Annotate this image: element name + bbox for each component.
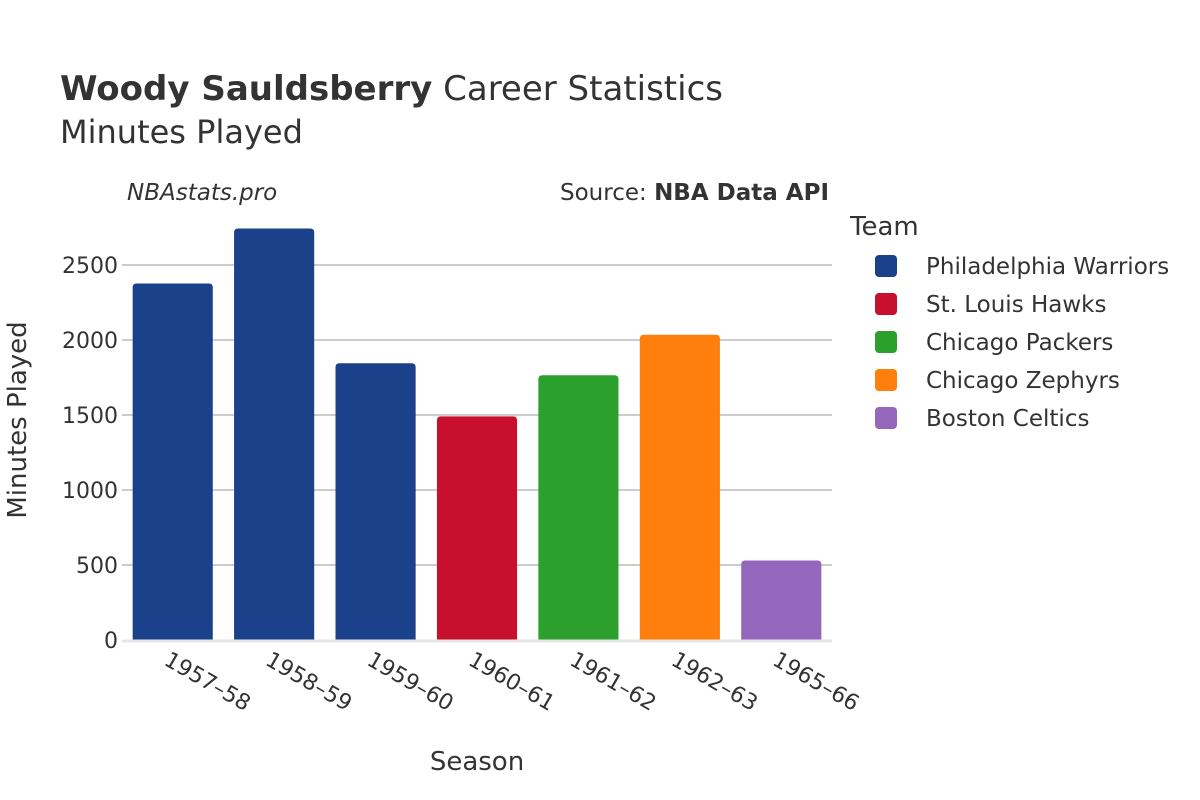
- legend-swatch: [875, 293, 897, 315]
- y-tick-label: 0: [104, 629, 118, 654]
- legend-item-label: Boston Celtics: [926, 406, 1089, 432]
- x-tick-label: 1962–63: [667, 648, 762, 717]
- x-tick-label: 1959–60: [363, 648, 458, 717]
- y-axis-ticks: 0 500 1000 1500 2000 2500: [62, 254, 118, 654]
- chart-title: Woody Sauldsberry Career Statistics: [60, 69, 723, 109]
- legend-item-label: Philadelphia Warriors: [926, 254, 1169, 280]
- legend-item-label: St. Louis Hawks: [926, 292, 1107, 318]
- legend-swatch: [875, 407, 897, 429]
- bar-1962–63: [639, 334, 720, 640]
- legend: Team Philadelphia Warriors St. Louis Hawk…: [849, 212, 1169, 432]
- bar-1959–60: [335, 363, 416, 640]
- bar-1957–58: [132, 283, 213, 640]
- chart-title-suffix: Career Statistics: [443, 69, 723, 109]
- y-axis-title: Minutes Played: [3, 321, 33, 518]
- x-axis-ticks: 1957–58 1958–59 1959–60 1960–61 1961–62 1962–…: [160, 648, 863, 717]
- bar-1958–59: [234, 228, 315, 641]
- x-tick-label: 1965–66: [768, 648, 863, 717]
- source-label: Source: NBA Data API: [560, 180, 829, 206]
- x-tick-label: 1960–61: [464, 648, 559, 717]
- y-tick-label: 2000: [62, 329, 118, 354]
- x-tick-label: 1958–59: [261, 648, 356, 717]
- legend-swatch: [875, 369, 897, 391]
- source-name: NBA Data API: [654, 180, 829, 206]
- legend-swatch: [875, 331, 897, 353]
- y-tick-label: 2500: [62, 254, 118, 279]
- chart-title-player: Woody Sauldsberry: [60, 69, 432, 109]
- source-prefix: Source:: [560, 180, 654, 206]
- legend-title: Team: [849, 212, 919, 242]
- bars: [132, 228, 822, 641]
- bar-1961–62: [538, 375, 619, 640]
- x-tick-label: 1957–58: [160, 648, 255, 717]
- bar-1960–61: [436, 416, 518, 640]
- legend-item-label: Chicago Zephyrs: [926, 368, 1120, 394]
- y-tick-label: 500: [76, 554, 118, 579]
- y-tick-label: 1500: [62, 404, 118, 429]
- bar-1965–66: [741, 560, 822, 640]
- chart-subtitle: Minutes Played: [60, 113, 303, 151]
- legend-item-label: Chicago Packers: [926, 330, 1113, 356]
- y-tick-label: 1000: [62, 479, 118, 504]
- credit-label: NBAstats.pro: [127, 180, 277, 206]
- legend-swatch: [875, 255, 897, 277]
- x-tick-label: 1961–62: [565, 648, 660, 717]
- x-axis-title: Season: [430, 747, 524, 777]
